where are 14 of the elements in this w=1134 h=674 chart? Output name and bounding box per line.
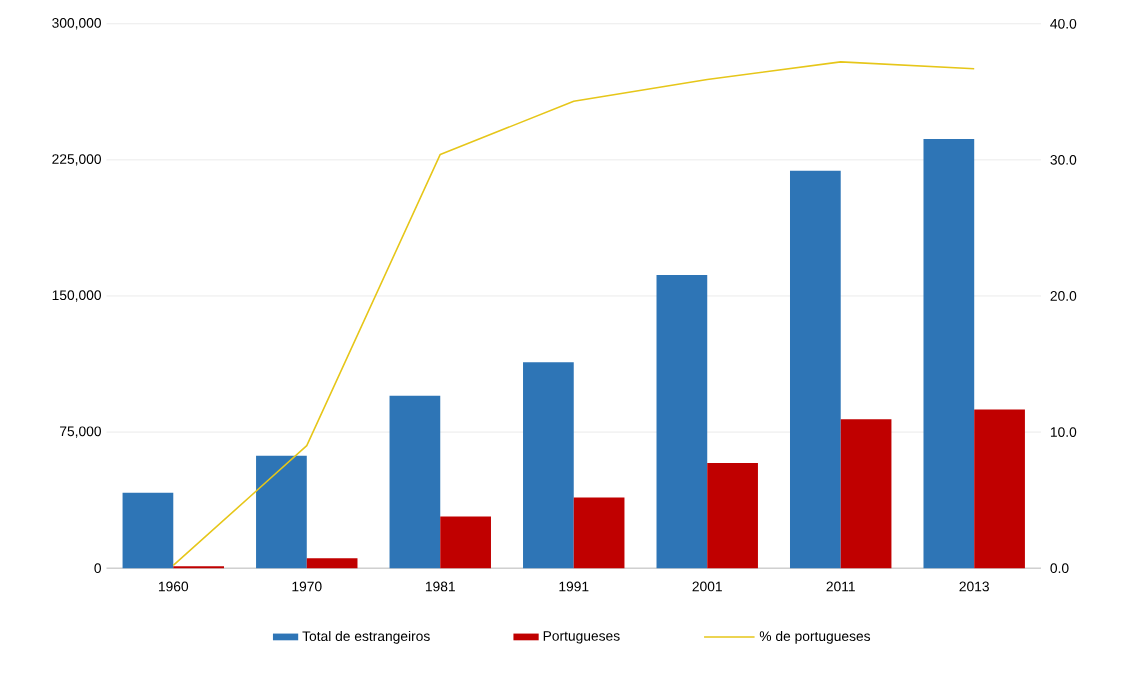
bar	[923, 139, 975, 569]
line-series	[172, 61, 975, 567]
bar	[440, 516, 491, 569]
bar	[122, 493, 174, 569]
bar	[656, 275, 708, 569]
bar	[974, 409, 1025, 569]
bar	[840, 419, 892, 569]
bar	[389, 396, 441, 569]
bar	[523, 362, 574, 569]
bar	[573, 497, 625, 569]
bar	[306, 558, 358, 569]
bar	[256, 456, 307, 569]
bar	[707, 463, 758, 569]
bar	[790, 171, 841, 569]
